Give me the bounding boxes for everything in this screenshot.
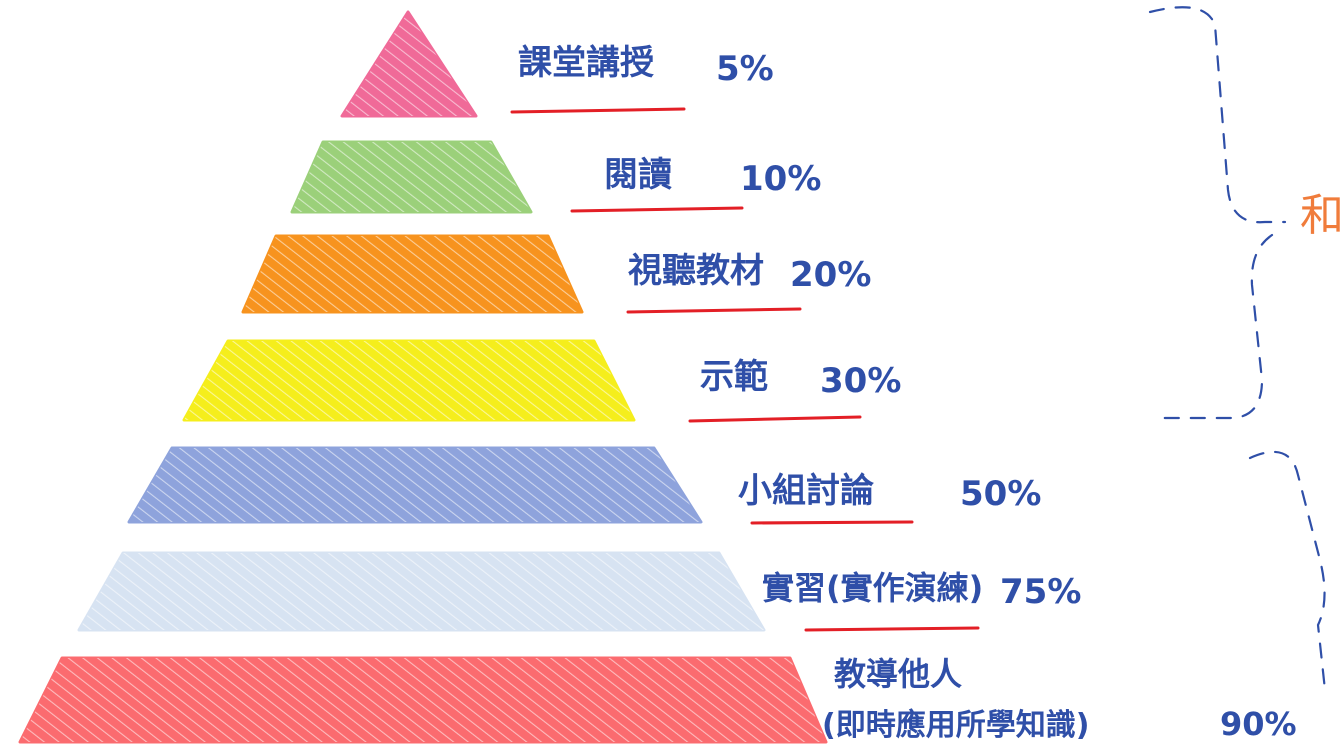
pyramid-level-6 xyxy=(77,551,766,632)
level-7-sublabel: (即時應用所學知識) xyxy=(822,708,1089,743)
side-text-fragment: 和 xyxy=(1300,190,1340,241)
level-5-percent: 50% xyxy=(960,474,1041,514)
level-6-label: 實習(實作演練) xyxy=(762,569,983,607)
pyramid-level-4 xyxy=(182,339,636,422)
pyramid-level-2 xyxy=(290,140,533,214)
level-1-label: 課堂講授 xyxy=(518,43,654,83)
pyramid-level-7 xyxy=(18,656,828,744)
pyramid-labels: 課堂講授 5% 閱讀 10% 視聽教材 20% 示範 30% 小組討論 50% … xyxy=(510,43,1297,743)
level-2-underline xyxy=(570,206,744,213)
grouping-brackets: 和 xyxy=(1148,6,1340,692)
level-5-label: 小組討論 xyxy=(738,471,874,511)
pyramid-levels xyxy=(18,10,828,744)
level-3-percent: 20% xyxy=(790,255,871,295)
level-1-percent: 5% xyxy=(716,49,774,89)
pyramid-level-3 xyxy=(241,234,584,314)
level-6-percent: 75% xyxy=(1000,572,1081,612)
level-7-label: 教導他人 xyxy=(834,655,962,693)
level-2-percent: 10% xyxy=(740,159,821,199)
level-3-underline xyxy=(626,307,802,314)
level-5-underline xyxy=(750,520,914,525)
upper-bracket xyxy=(1148,6,1287,420)
lower-bracket xyxy=(1248,450,1327,692)
level-2-label: 閱讀 xyxy=(604,155,672,195)
level-3-label: 視聽教材 xyxy=(628,251,764,291)
level-7-percent: 90% xyxy=(1220,705,1297,743)
level-4-percent: 30% xyxy=(820,361,901,401)
level-6-underline xyxy=(804,626,980,632)
level-4-underline xyxy=(688,415,862,423)
pyramid-level-5 xyxy=(127,446,703,524)
level-4-label: 示範 xyxy=(700,357,768,397)
pyramid-level-1 xyxy=(340,10,478,118)
level-1-underline xyxy=(510,107,686,114)
